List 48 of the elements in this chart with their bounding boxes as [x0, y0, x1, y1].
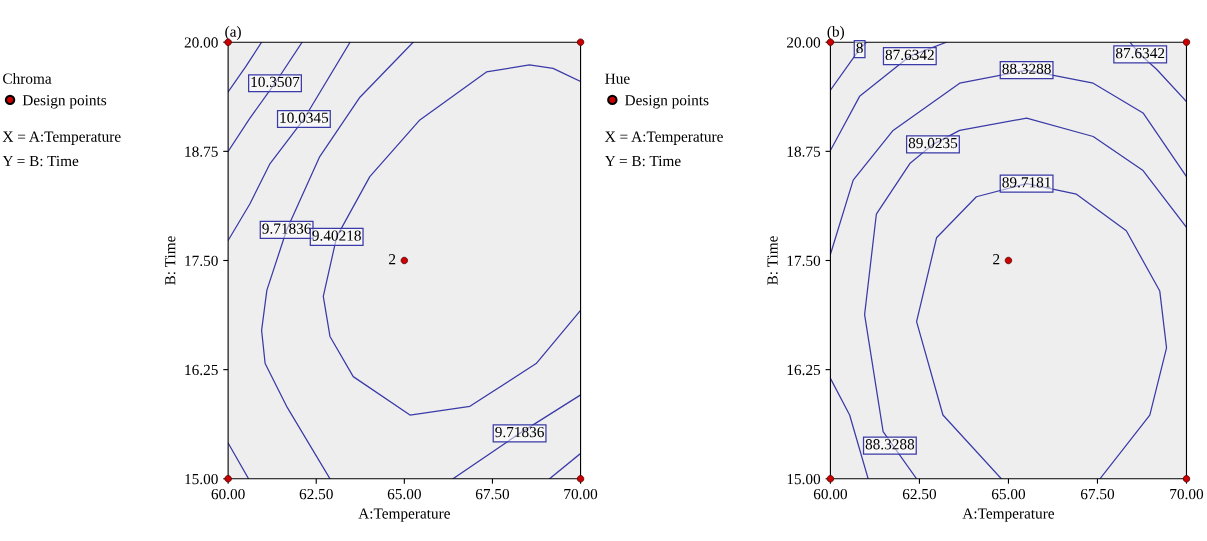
- y-axis-title: B: Time: [165, 236, 176, 285]
- annotation: 87.6342: [885, 49, 934, 61]
- x-tick-label: 65.00: [991, 488, 1026, 500]
- annotation: 10.0345: [280, 112, 329, 123]
- legend-label: Design points: [22, 95, 107, 109]
- y-tick-label: 15.00: [787, 473, 821, 485]
- y-tick-label: 18.75: [787, 146, 821, 157]
- x-tick-label: 67.50: [475, 488, 510, 500]
- y-tick-label: 17.50: [787, 255, 821, 267]
- annotation: 2: [993, 254, 1000, 265]
- annotation: 87.6342: [1115, 47, 1165, 59]
- y-tick-label: 16.25: [185, 364, 218, 376]
- legend-label: Design points: [625, 95, 709, 109]
- x-tick-label: 65.00: [387, 488, 421, 500]
- chart-title: (b): [827, 26, 844, 40]
- x-tick-label: 62.50: [902, 488, 937, 500]
- annotation: 9.71836: [262, 223, 311, 234]
- y-tick-label: 17.50: [185, 255, 218, 267]
- line-series: [863, 117, 1187, 479]
- annotation: 89.0235: [908, 137, 958, 149]
- y-tick-label: 15.00: [185, 473, 218, 485]
- y-tick-label: 16.25: [787, 364, 821, 376]
- text: Y = B: Time: [2, 155, 79, 167]
- y-tick-label: 18.75: [185, 146, 218, 157]
- y-tick-label: 20.00: [184, 37, 218, 48]
- annotation: 88.3288: [1002, 63, 1051, 75]
- annotation: 2: [389, 254, 396, 265]
- text: Y = B: Time: [604, 155, 681, 167]
- legend-title: Hue: [605, 73, 630, 84]
- annotation: 10.3507: [251, 76, 300, 88]
- text: X = A:Temperature: [605, 131, 723, 145]
- x-tick-label: 60.00: [813, 488, 848, 500]
- x-tick-label: 70.00: [1170, 488, 1204, 500]
- y-axis-title: B: Time: [767, 236, 778, 285]
- x-tick-label: 67.50: [1080, 488, 1115, 500]
- x-axis-title: A:Temperature: [358, 508, 450, 522]
- annotation: 9.71836: [495, 426, 544, 438]
- annotation: 9.40218: [312, 230, 361, 241]
- x-axis-title: A:Temperature: [962, 508, 1055, 522]
- x-tick-label: 60.00: [211, 488, 245, 500]
- annotation: 89.7181: [1002, 177, 1051, 188]
- chart-title: (a): [225, 26, 241, 40]
- x-tick-label: 70.00: [564, 488, 598, 500]
- y-tick-label: 20.00: [786, 37, 821, 48]
- text: X = A:Temperature: [2, 131, 121, 145]
- x-tick-label: 62.50: [299, 488, 333, 500]
- annotation: 88.3288: [865, 439, 915, 450]
- legend-title: Chroma: [3, 73, 52, 84]
